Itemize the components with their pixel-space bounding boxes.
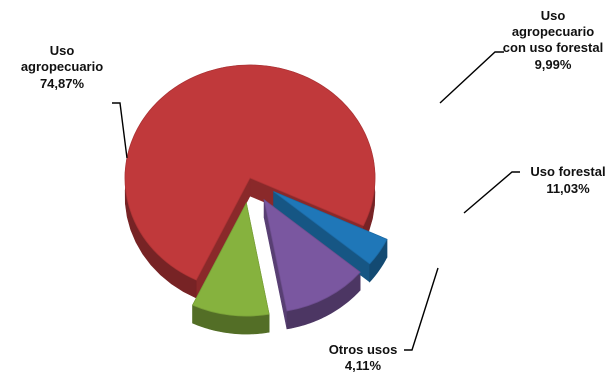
label-otros-usos: Otros usos 4,11%	[329, 342, 398, 372]
value-label: 74,87%	[40, 76, 85, 91]
slice-tops	[124, 64, 388, 317]
slice-uso-agropecuario-con-uso-forestal	[192, 201, 270, 317]
label-line: Otros usos	[329, 342, 398, 357]
slice-uso-forestal	[263, 198, 361, 312]
label-line: agropecuario	[512, 24, 594, 39]
label-line: agropecuario	[21, 59, 103, 74]
label-uso-forestal: Uso forestal 11,03%	[530, 164, 605, 196]
label-line: Uso	[50, 43, 75, 58]
label-line: Uso	[541, 8, 566, 23]
leader-line-agro-forestal	[439, 51, 504, 104]
value-label: 4,11%	[345, 358, 382, 372]
value-label: 11,03%	[546, 181, 590, 196]
leader-line-otros-usos	[404, 267, 439, 351]
leader-lines	[112, 51, 520, 351]
leader-line-uso-forestal	[463, 171, 520, 214]
slice-otros-usos	[273, 191, 388, 265]
slice-uso-agropecuario	[124, 64, 376, 281]
label-agropecuario-forestal: Uso agropecuario con uso forestal 9,99%	[503, 8, 603, 72]
label-uso-agropecuario: Uso agropecuario 74,87%	[21, 43, 103, 91]
label-line: Uso forestal	[530, 164, 605, 179]
value-label: 9,99%	[535, 57, 572, 72]
leader-line-uso-agropecuario	[112, 102, 128, 159]
label-line: con uso forestal	[503, 40, 603, 55]
